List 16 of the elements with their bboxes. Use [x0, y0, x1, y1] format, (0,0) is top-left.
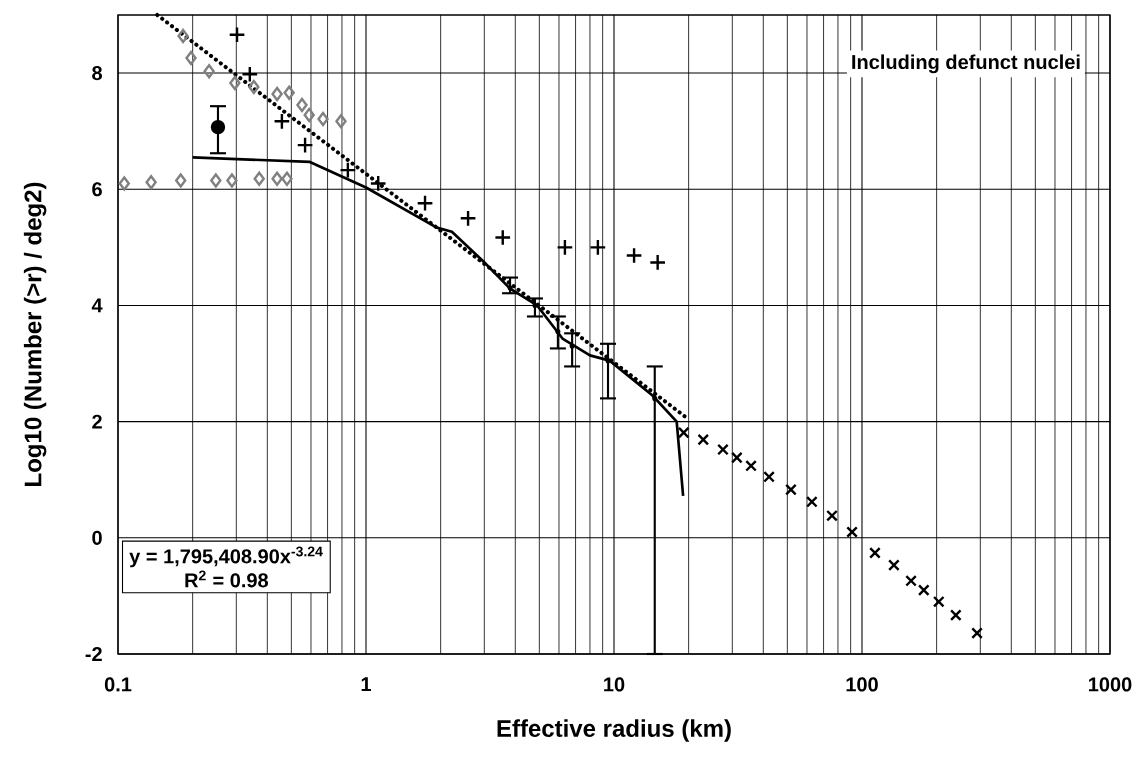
- x-axis-title: Effective radius (km): [497, 719, 731, 742]
- y-tick-label: -2: [85, 647, 102, 661]
- x-tick-label: 1000: [1089, 677, 1132, 692]
- annotation: Including defunct nuclei: [852, 54, 1080, 74]
- y-tick-label: 2: [92, 414, 102, 429]
- y-tick-label: 6: [92, 182, 102, 197]
- x-tick-label: 10: [604, 677, 625, 692]
- y-tick-label: 4: [91, 298, 103, 313]
- y-tick-label: 0: [92, 530, 102, 545]
- annotation: y = 1,795,408.90x$^{-3.24}$: [129, 546, 323, 568]
- annotation: R$^{2}$ = 0.98: [185, 570, 269, 588]
- x-tick-label: 0.1: [104, 677, 132, 692]
- y-tick-label: 8: [92, 66, 102, 81]
- x-tick-label: 1: [361, 677, 371, 692]
- y-axis-title: Log10 (Number (>r) / deg2): [23, 182, 47, 486]
- x-tick-label: 100: [846, 677, 878, 692]
